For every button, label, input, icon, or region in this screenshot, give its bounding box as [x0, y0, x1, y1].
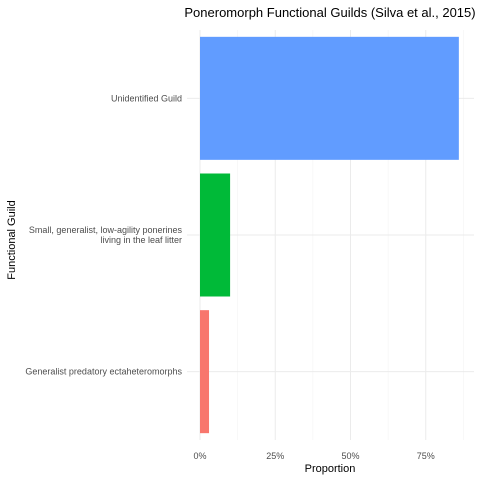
x-tick-label: 50%: [341, 451, 359, 461]
bar: [200, 310, 210, 434]
x-tick-labels: 0% 25% 50% 75%: [193, 451, 434, 461]
y-axis-title: Functional Guild: [6, 200, 18, 280]
category-label: Small, generalist, low-agility ponerines: [29, 225, 183, 235]
category-label: Unidentified Guild: [111, 93, 182, 103]
category-label: Generalist predatory ectaheteromorphs: [25, 367, 182, 377]
bar: [200, 36, 459, 160]
x-axis-title: Proportion: [305, 463, 356, 475]
x-tick-label: 75%: [417, 451, 435, 461]
x-tick-label: 25%: [266, 451, 284, 461]
category-label: living in the leaf litter: [100, 235, 182, 245]
chart-title: Poneromorph Functional Guilds (Silva et …: [184, 5, 475, 20]
bar: [200, 173, 231, 297]
category-labels: Generalist predatory ectaheteromorphs Sma…: [25, 93, 182, 376]
bars: [200, 36, 459, 434]
x-tick-label: 0%: [193, 451, 206, 461]
